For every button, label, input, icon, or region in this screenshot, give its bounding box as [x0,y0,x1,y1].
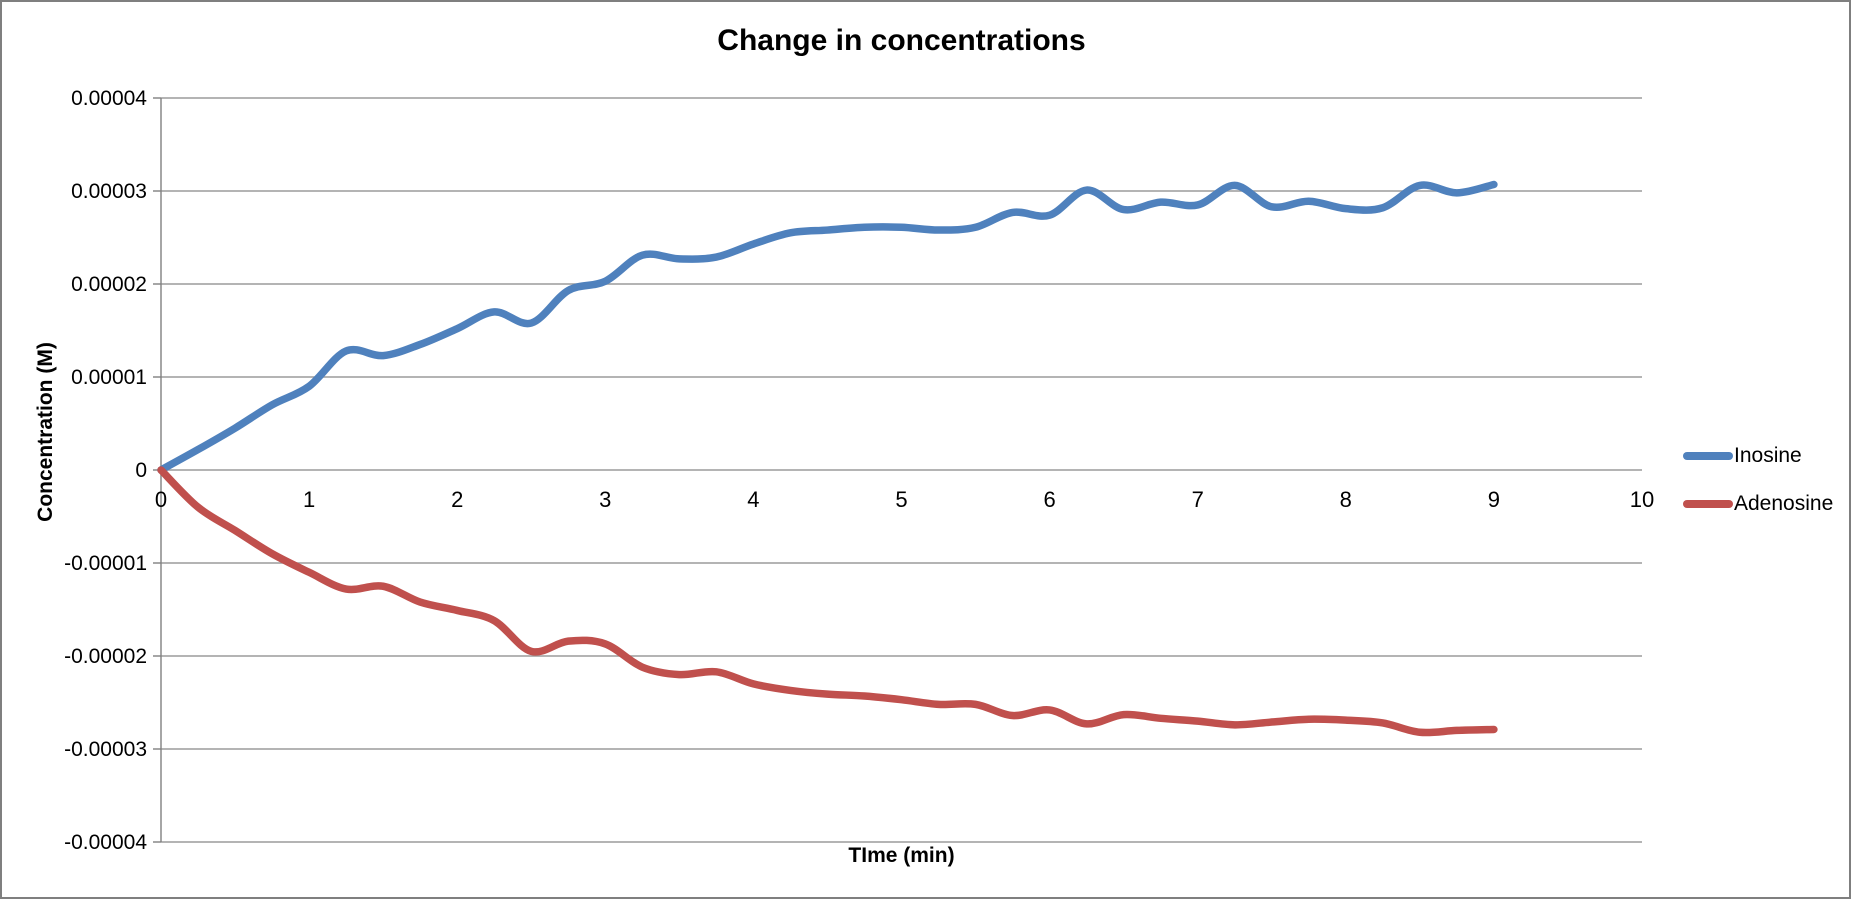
y-tick-label: 0.00004 [71,87,147,110]
legend-item-adenosine: Adenosine [1683,492,1833,516]
x-tick-label: 2 [451,487,463,512]
y-tick-label: 0.00002 [71,273,147,296]
series-line-inosine [157,180,1498,474]
x-tick-label: 3 [599,487,611,512]
x-tick-label: 6 [1043,487,1055,512]
y-axis-title: Concentration (M) [34,342,57,522]
x-tick-label: 8 [1340,487,1352,512]
chart-title: Change in concentrations [717,24,1086,57]
x-tick-label: 0 [155,487,167,512]
y-tick-label: 0 [135,459,147,482]
legend-marker-inosine-icon [1683,452,1733,460]
x-tick-label: 10 [1630,487,1654,512]
legend-label-inosine: Inosine [1734,444,1802,467]
x-tick-label: 1 [303,487,315,512]
series-line-adenosine [157,466,1498,737]
y-tick-label: 0.00001 [71,366,147,389]
y-tick-label: -0.00002 [64,645,147,668]
y-tick-label: 0.00003 [71,180,147,203]
legend-item-inosine: Inosine [1683,444,1802,468]
x-tick-label: 9 [1488,487,1500,512]
legend-label-adenosine: Adenosine [1734,492,1834,515]
x-tick-label: 4 [747,487,759,512]
x-tick-label: 7 [1192,487,1204,512]
y-tick-label: -0.00004 [64,831,147,854]
y-tick-label: -0.00001 [64,552,147,575]
y-tick-label: -0.00003 [64,738,147,761]
x-tick-label: 5 [895,487,907,512]
x-axis-title: TIme (min) [848,844,955,867]
legend-marker-adenosine-icon [1683,500,1733,508]
